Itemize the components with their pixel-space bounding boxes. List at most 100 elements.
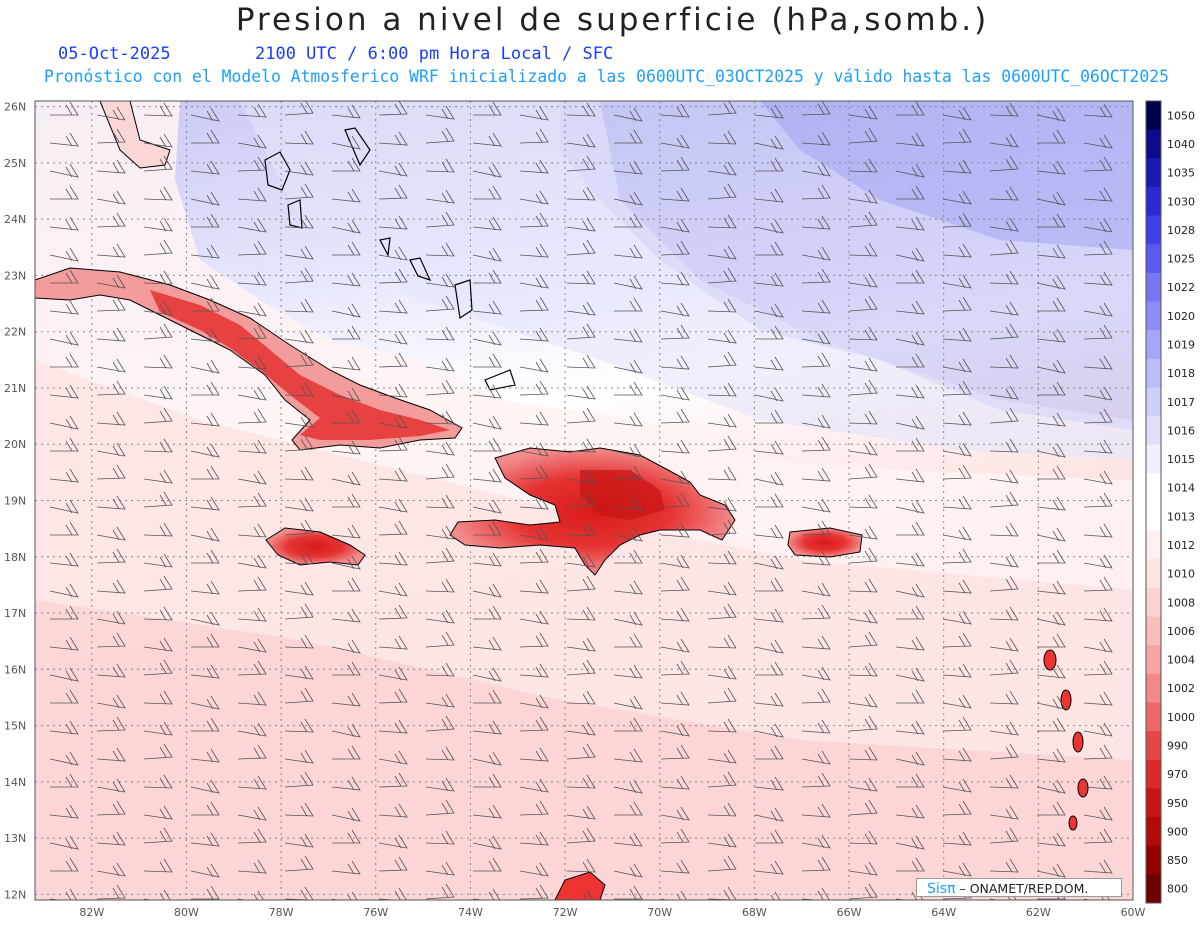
wind-barb: [613, 191, 643, 206]
wind-barb: [895, 163, 925, 178]
wind-barb: [237, 470, 267, 485]
latitude-labels: 26N 25N 24N 23N 22N 21N 20N 19N 18N 17N 16N 15N 14N 1…: [4, 101, 26, 902]
colorbar-swatch: [1146, 101, 1161, 131]
wind-barb: [284, 214, 314, 229]
lat-label: 16N: [4, 663, 26, 676]
wind-barb: [754, 440, 784, 455]
wind-barb: [191, 381, 220, 396]
wind-barb: [378, 772, 408, 788]
wind-barb: [472, 751, 502, 766]
lat-label: 12N: [4, 888, 26, 901]
wind-barb: [896, 605, 925, 620]
wind-barb: [848, 525, 878, 540]
colorbar-label: 1017: [1167, 396, 1195, 409]
wind-barb: [707, 413, 737, 428]
wind-barb: [801, 330, 831, 345]
wind-barb: [190, 359, 220, 374]
wind-barb: [614, 465, 643, 480]
wind-barb: [143, 827, 173, 844]
wind-barb: [143, 553, 173, 568]
wind-barb: [1036, 527, 1066, 542]
wind-barb: [707, 550, 737, 565]
wind-barb: [707, 267, 737, 284]
wind-barb: [613, 443, 643, 458]
wind-barb: [989, 217, 1019, 232]
wind-barb: [848, 127, 878, 144]
wind-barb: [472, 804, 502, 819]
wind-barb: [284, 749, 314, 764]
wind-barb: [613, 328, 643, 343]
wind-barb: [378, 719, 408, 734]
wind-barb: [660, 103, 690, 118]
wind-barb: [848, 746, 878, 761]
wind-barb: [755, 745, 784, 760]
wind-barb: [755, 157, 784, 172]
wind-barb: [895, 583, 925, 598]
wind-barb: [1083, 523, 1113, 538]
wind-barb: [331, 639, 361, 654]
wind-barb: [425, 273, 455, 288]
wind-barb: [660, 355, 690, 370]
lat-label: 18N: [4, 551, 26, 564]
wind-barb: [754, 692, 784, 707]
wind-barb: [566, 553, 596, 568]
wind-barb: [801, 688, 831, 704]
wind-barb: [942, 190, 972, 205]
wind-barb: [425, 693, 455, 708]
wind-barb: [49, 300, 79, 315]
wind-barb: [143, 858, 173, 873]
wind-barb: [942, 464, 972, 480]
wind-barb: [425, 379, 455, 396]
wind-barb: [1037, 633, 1066, 648]
wind-barb: [519, 778, 549, 793]
wind-barb: [472, 247, 502, 262]
wind-barb: [519, 274, 549, 289]
colorbar-swatch: [1146, 616, 1161, 646]
wind-barb: [378, 551, 408, 566]
wind-barb: [613, 275, 643, 290]
wind-barb: [613, 863, 643, 878]
wind-barb: [566, 469, 596, 484]
wind-barb: [519, 747, 549, 762]
wind-barb: [614, 801, 643, 816]
wind-barb: [801, 750, 831, 765]
wind-barb: [989, 438, 1019, 453]
wind-barb: [848, 295, 878, 312]
lat-label: 20N: [4, 438, 26, 451]
wind-barb: [614, 381, 643, 396]
wind-barb: [284, 435, 314, 452]
colorbar-label: 1016: [1167, 424, 1195, 437]
wind-barb: [660, 806, 690, 821]
wind-barb: [190, 107, 220, 122]
wind-barb: [284, 466, 314, 481]
wind-barb: [660, 691, 690, 706]
wind-barb: [566, 438, 596, 453]
colorbar-swatch: [1146, 673, 1161, 703]
wind-barb: [801, 604, 831, 620]
wind-barb: [190, 275, 220, 290]
wind-barb: [989, 133, 1019, 148]
wind-barb: [989, 239, 1019, 256]
wind-barb: [331, 471, 361, 486]
wind-barb: [378, 215, 408, 230]
wind-barb: [237, 828, 267, 844]
wind-barb: [754, 524, 784, 539]
wind-barb: [1036, 107, 1066, 122]
wind-barb: [143, 690, 173, 705]
wind-barb: [1036, 863, 1066, 878]
wind-barb: [284, 771, 314, 788]
wind-barb: [143, 270, 173, 285]
wind-barb: [1083, 408, 1113, 424]
colorbar-label: 1010: [1167, 568, 1195, 581]
wind-barb: [848, 631, 878, 648]
wind-barb: [1036, 664, 1066, 679]
lon-label: 60W: [1121, 906, 1146, 919]
wind-barb: [1037, 801, 1066, 816]
colorbar-swatch: [1146, 272, 1161, 302]
wind-barb: [754, 387, 784, 402]
wind-barb: [472, 163, 502, 178]
wind-barb: [942, 778, 972, 793]
wind-barb: [801, 582, 831, 597]
wind-barb: [331, 135, 361, 150]
colorbar-swatch: [1146, 530, 1161, 560]
